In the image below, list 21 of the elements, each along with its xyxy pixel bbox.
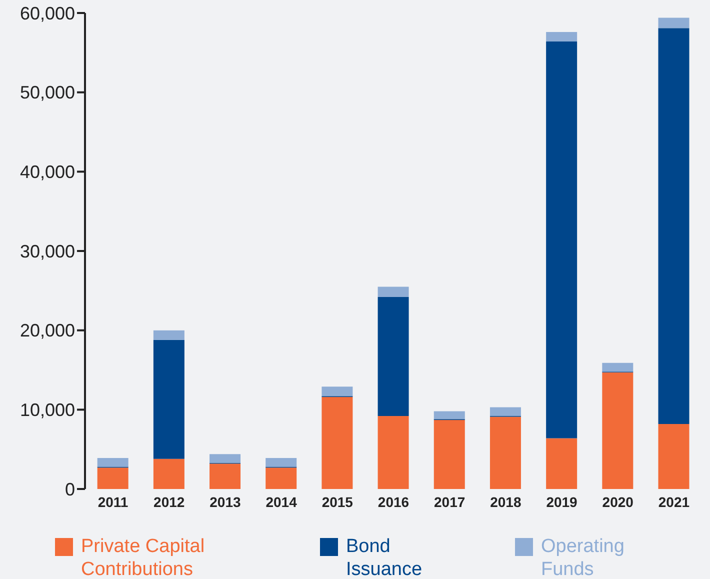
x-tick-label: 2020 — [602, 494, 634, 510]
y-tick-label: 30,000 — [20, 241, 75, 262]
legend-label: Bond Issuance — [346, 535, 424, 579]
x-tick-label: 2014 — [266, 494, 298, 510]
x-tick-label: 2017 — [434, 494, 466, 510]
y-tick-label: 60,000 — [20, 3, 75, 24]
x-tick-label: 2013 — [210, 494, 242, 510]
y-tick-label: 10,000 — [20, 400, 75, 420]
legend-label: Private Capital Contributions — [81, 535, 206, 579]
x-tick-label: 2019 — [546, 494, 578, 510]
x-tick-label: 2018 — [490, 494, 522, 510]
x-tick-label: 2011 — [98, 494, 128, 510]
x-tick-label: 2016 — [378, 494, 410, 510]
y-tick-label: 40,000 — [20, 162, 75, 182]
legend-label: Operating Funds — [541, 535, 626, 579]
y-tick-label: 20,000 — [20, 320, 75, 341]
y-tick-label: 50,000 — [20, 82, 75, 103]
x-tick-label: 2012 — [154, 494, 185, 510]
x-tick-label: 2021 — [658, 494, 690, 510]
y-tick-label: 0 — [64, 479, 75, 500]
x-tick-label: 2015 — [322, 494, 354, 510]
